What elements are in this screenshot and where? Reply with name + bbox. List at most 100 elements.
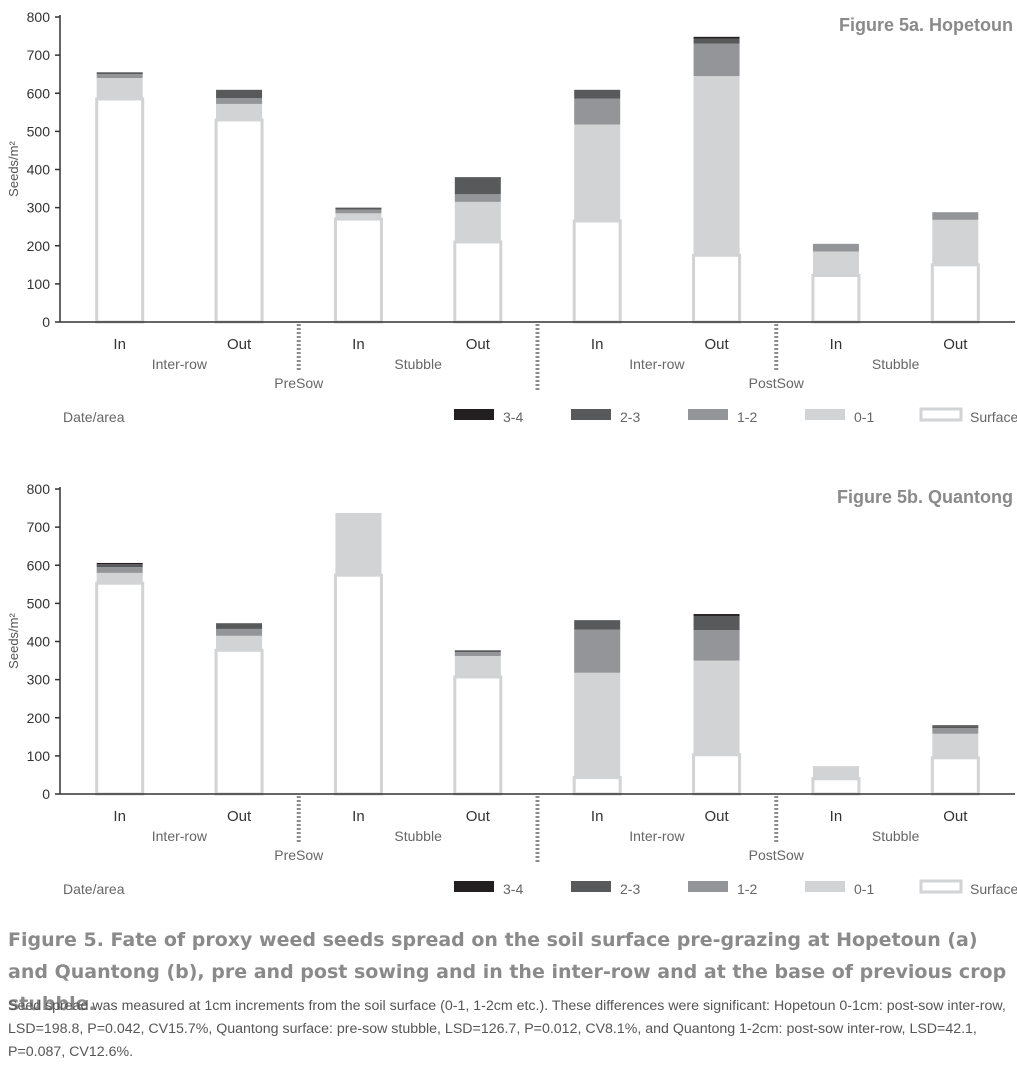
bar-segment-0-1: [454, 201, 501, 242]
x-tick-label: In: [352, 336, 365, 353]
bar-segment-2-3: [693, 38, 740, 44]
area-label: Stubble: [872, 356, 920, 372]
bar-segment-0-1: [335, 213, 382, 220]
x-tick-label: Out: [227, 808, 252, 825]
legend-label: 3-4: [503, 881, 523, 897]
date-label: PreSow: [274, 375, 324, 391]
bar-segment-surface: [333, 217, 383, 324]
bar-segment-surface: [333, 573, 383, 796]
y-tick-label: 700: [27, 47, 51, 63]
bar-segment-2-3: [932, 726, 979, 729]
bar-segment-0-1: [574, 672, 621, 778]
bar-segment-1-2: [574, 98, 621, 125]
bar-segment-surface: [692, 253, 742, 324]
x-tick-label: Out: [466, 336, 491, 353]
bar-segment-2-3: [454, 177, 501, 195]
x-tick-label: Out: [227, 336, 252, 353]
legend-label: 3-4: [503, 409, 523, 425]
chart-quantong: Figure 5b. Quantong Seeds/m² 0 100 200 300 400…: [6, 481, 1017, 897]
x-tick-label: In: [830, 336, 843, 353]
bar-segment-surface: [930, 756, 980, 796]
x-tick-label: In: [113, 336, 126, 353]
bar-segment-surface: [572, 776, 622, 796]
bar-segment-0-1: [932, 219, 979, 265]
bar-segment-3-4: [693, 614, 740, 616]
bar-segment-surface: [453, 675, 503, 796]
y-tick-label: 800: [27, 481, 51, 497]
y-tick-label: 300: [27, 672, 51, 688]
legend-swatch-0-1: [805, 881, 845, 892]
legend-swatch-2-3: [571, 881, 611, 892]
legend-swatch-1-2: [688, 881, 728, 892]
y-tick-label: 500: [27, 595, 51, 611]
bar-segment-1-2: [335, 209, 382, 214]
bar-segment-2-3: [574, 89, 621, 99]
legend-label: Surface: [970, 881, 1017, 897]
area-label: Stubble: [872, 828, 920, 844]
x-tick-label: Out: [943, 336, 968, 353]
y-tick-label: 600: [27, 557, 51, 573]
bar-segment-0-1: [335, 513, 382, 576]
bar-segment-1-2: [812, 243, 859, 252]
area-label: Stubble: [394, 828, 442, 844]
legend-swatch-surface: [919, 879, 963, 894]
legend-swatch-2-3: [571, 409, 611, 420]
bar-segment-2-3: [574, 620, 621, 630]
x-tick-label: Out: [466, 808, 491, 825]
y-tick-label: 100: [27, 748, 51, 764]
x-tick-label: In: [113, 808, 126, 825]
legend-title: Date/area: [63, 409, 125, 425]
area-label: Inter-row: [629, 828, 685, 844]
bar-segment-3-4: [932, 725, 979, 727]
legend-label: 1-2: [737, 409, 757, 425]
x-tick-label: In: [830, 808, 843, 825]
bar-segment-surface: [453, 240, 503, 324]
bar-segment-2-3: [335, 207, 382, 210]
bar-segment-1-2: [693, 630, 740, 661]
area-label: Inter-row: [152, 828, 208, 844]
bar-segment-0-1: [693, 76, 740, 256]
y-tick-label: 800: [27, 9, 51, 25]
y-tick-label: 400: [27, 162, 51, 178]
y-tick-label: 500: [27, 123, 51, 139]
y-axis-label: Seeds/m²: [6, 141, 21, 197]
x-tick-label: In: [352, 808, 365, 825]
bar-segment-0-1: [812, 251, 859, 276]
bar-segment-0-1: [96, 572, 143, 584]
y-tick-label: 200: [27, 238, 51, 254]
x-tick-label: In: [591, 808, 604, 825]
x-tick-label: Out: [943, 808, 968, 825]
bar-segment-0-1: [216, 635, 263, 651]
legend-label: 1-2: [737, 881, 757, 897]
y-tick-label: 600: [27, 85, 51, 101]
bar-segment-0-1: [454, 655, 501, 677]
bar-segment-surface: [811, 273, 861, 324]
bar-segment-1-2: [96, 74, 143, 78]
bar-segment-0-1: [574, 124, 621, 221]
chart-hopetoun: Figure 5a. Hopetoun Seeds/m² 0 100 200 300 400…: [6, 9, 1017, 425]
chart-title: Figure 5a. Hopetoun: [839, 15, 1013, 35]
x-tick-label: Out: [704, 808, 729, 825]
legend-swatch-3-4: [454, 409, 494, 420]
figure-caption-body: Seed spread was measured at 1cm incremen…: [8, 998, 1006, 1060]
y-tick-label: 0: [42, 786, 50, 802]
bar-segment-2-3: [216, 89, 263, 99]
bar-segment-surface: [930, 263, 980, 324]
chart-title: Figure 5b. Quantong: [837, 487, 1013, 507]
x-tick-label: Out: [704, 336, 729, 353]
bar-segment-1-2: [96, 567, 143, 573]
bar-segment-1-2: [693, 43, 740, 77]
figure-caption-title: Figure 5. Fate of proxy weed seeds sprea…: [8, 929, 1007, 1015]
legend-swatch-surface: [919, 407, 963, 422]
y-tick-label: 0: [42, 314, 50, 330]
legend-label: 0-1: [854, 409, 874, 425]
bar-segment-1-2: [216, 628, 263, 636]
bar-segment-1-2: [574, 629, 621, 673]
area-label: Inter-row: [152, 356, 208, 372]
y-tick-label: 300: [27, 200, 51, 216]
bar-segment-1-2: [932, 212, 979, 220]
bar-segment-surface: [811, 777, 861, 796]
legend-swatch-0-1: [805, 409, 845, 420]
bar-segment-1-2: [216, 98, 263, 104]
legend-label: Surface: [970, 409, 1017, 425]
